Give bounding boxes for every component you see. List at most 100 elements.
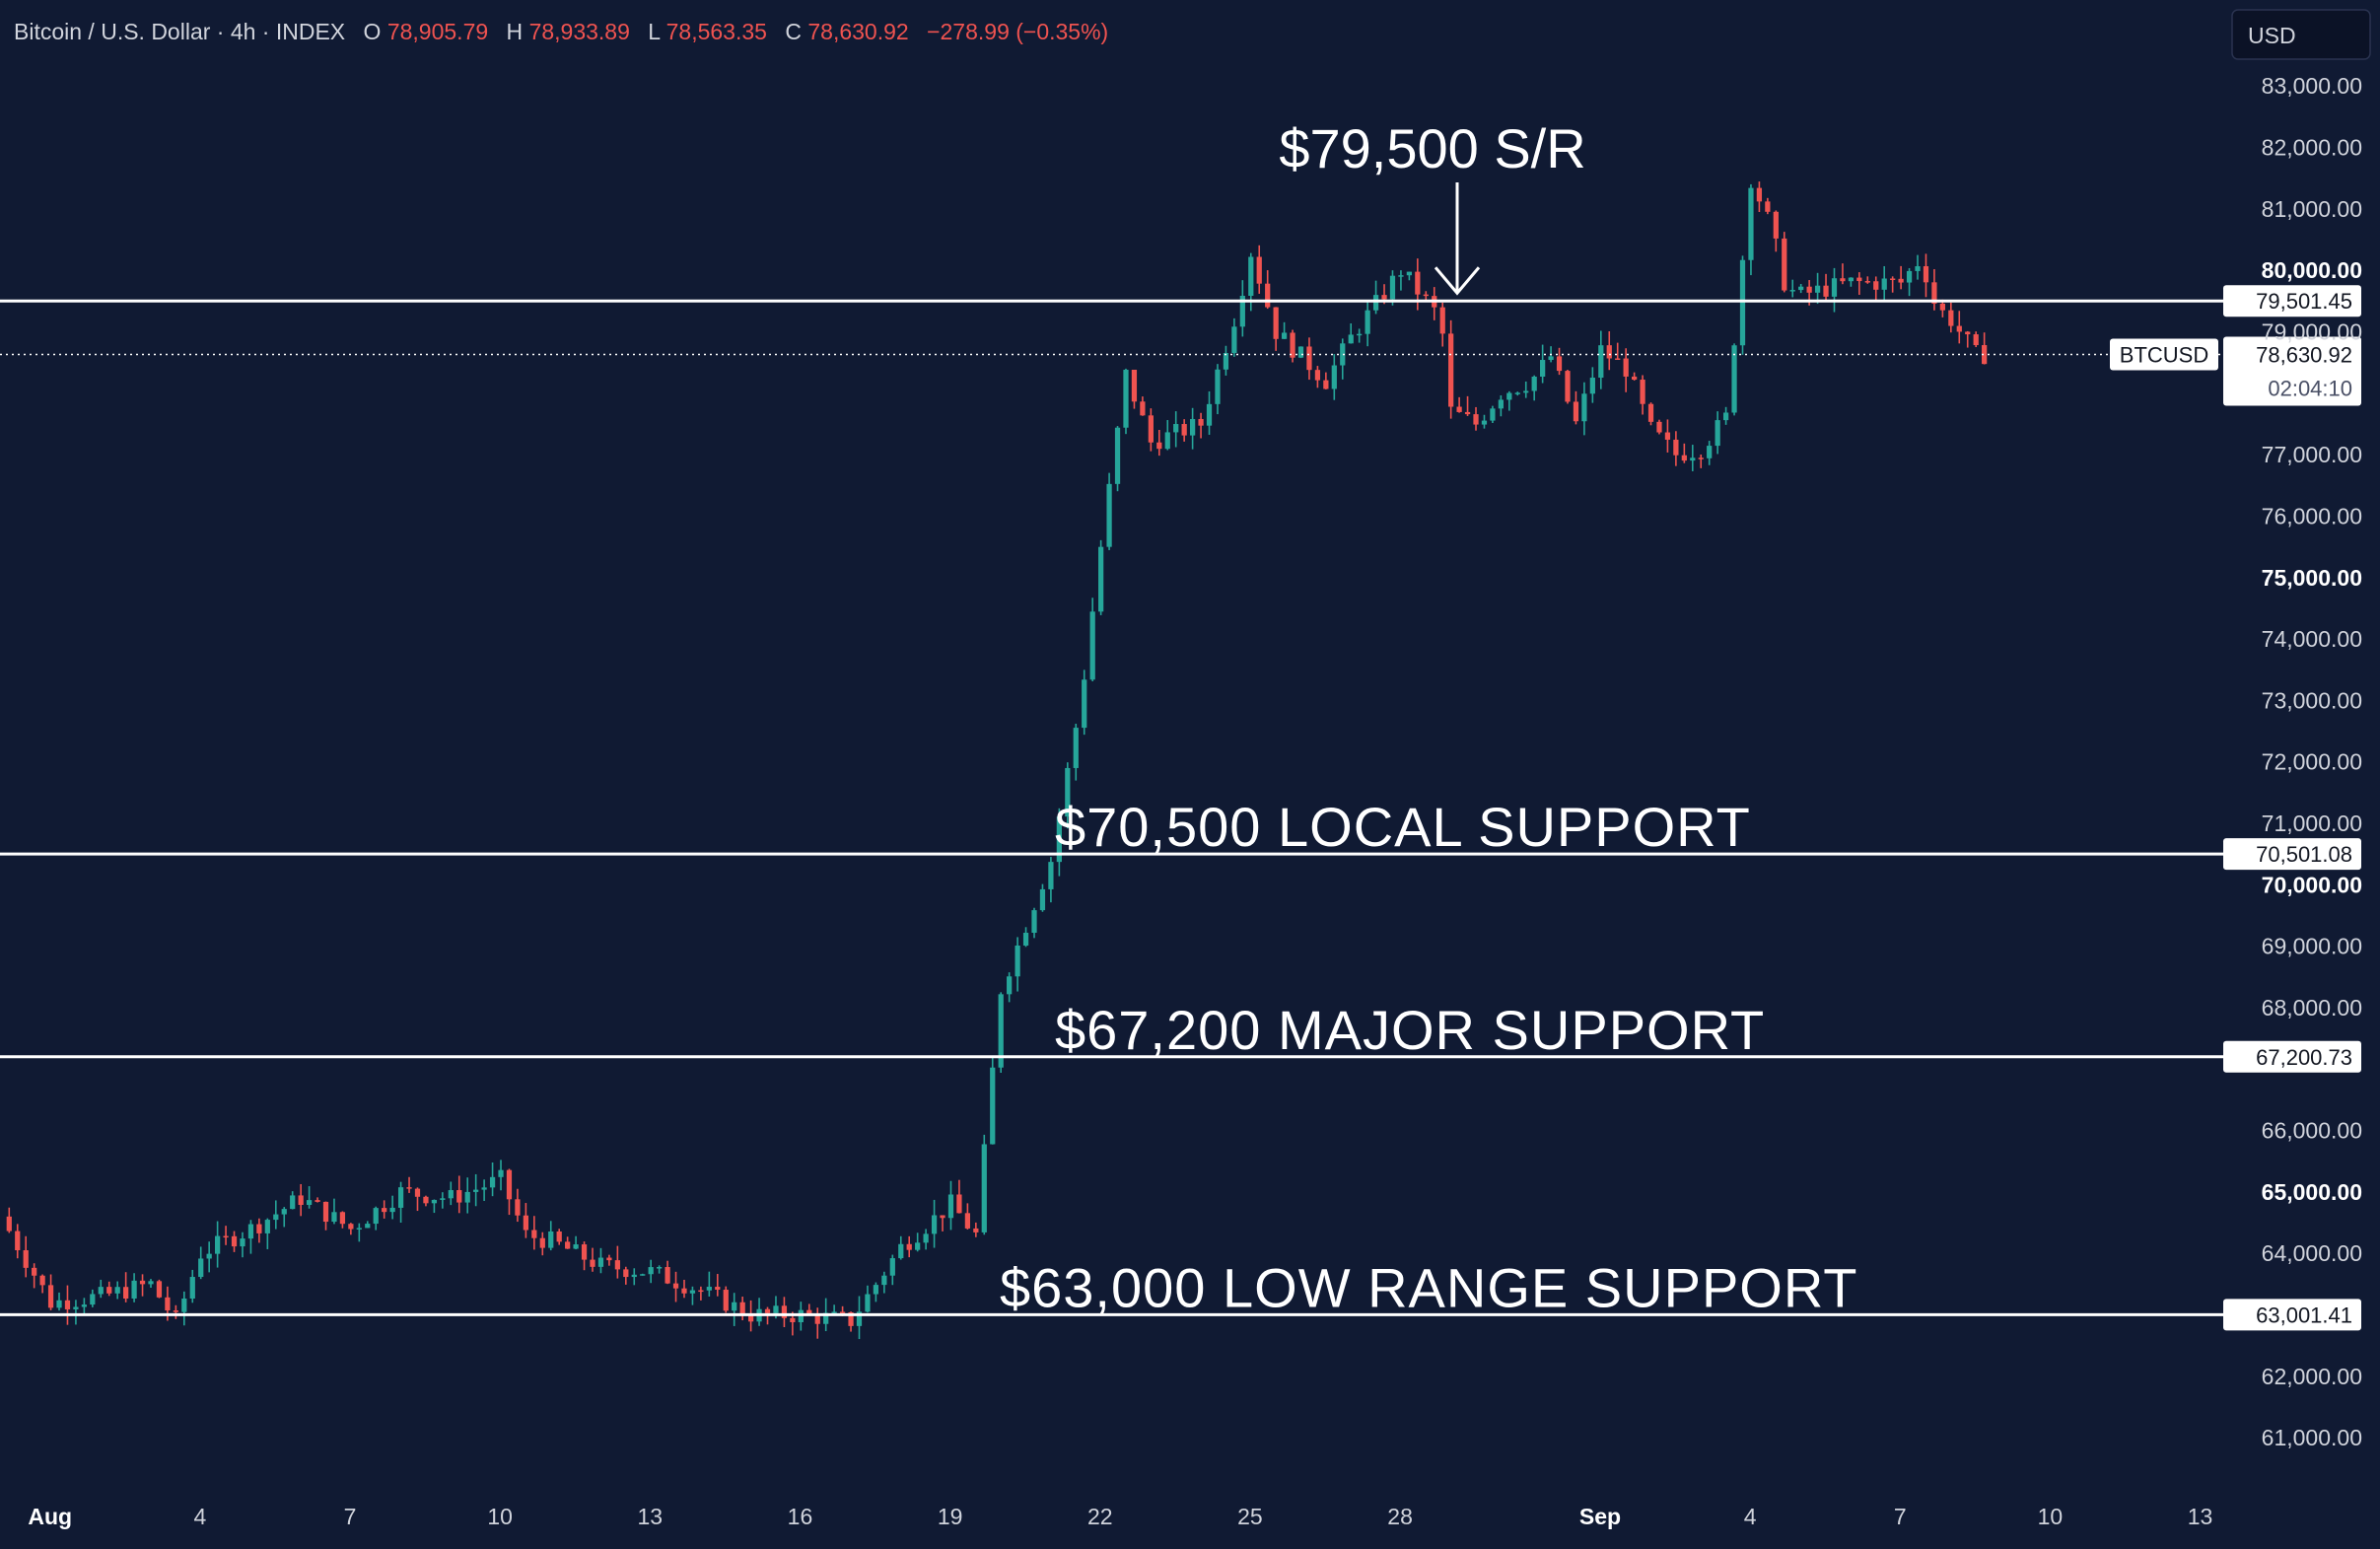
candle-body: [1856, 277, 1862, 282]
candle-body: [1540, 360, 1546, 377]
close-label: C: [785, 19, 802, 44]
candle-body: [215, 1235, 221, 1254]
candle-body: [1206, 403, 1213, 426]
candle-body: [64, 1300, 71, 1309]
candle-body: [1297, 346, 1304, 358]
candle-body: [1056, 816, 1062, 863]
x-tick-label: 13: [638, 1504, 664, 1529]
candle-body: [1290, 332, 1295, 358]
candle-body: [1748, 187, 1754, 260]
candle-body: [1965, 331, 1971, 335]
candle-body: [406, 1187, 412, 1189]
candle-body: [1448, 333, 1454, 407]
candle-body: [1173, 424, 1179, 433]
candle-body: [1022, 933, 1029, 946]
candle-body: [1923, 266, 1929, 283]
candle-body: [1314, 370, 1321, 381]
annotation-arrow-head: [1434, 266, 1481, 296]
candle-body: [123, 1287, 129, 1299]
candle-body: [1707, 446, 1713, 458]
candle-body: [1331, 365, 1337, 389]
header-legend: Bitcoin / U.S. Dollar · 4h · INDEX O 78,…: [14, 19, 1108, 44]
y-tick-label: 73,000.00: [2262, 687, 2362, 713]
candle-body: [1948, 310, 1954, 326]
candle-body: [315, 1200, 320, 1202]
candle-body: [715, 1287, 721, 1291]
candle-body: [39, 1275, 45, 1286]
candle-body: [32, 1267, 37, 1276]
candle-body: [322, 1201, 329, 1223]
candle-body: [947, 1194, 954, 1219]
candle-body: [956, 1194, 962, 1214]
candle-body: [498, 1169, 504, 1177]
candle-body: [1698, 458, 1704, 459]
candle-body: [773, 1305, 779, 1313]
last-price-tag: 78,630.92 02:04:10: [2223, 336, 2361, 406]
candle-body: [223, 1235, 229, 1238]
candle-body: [831, 1311, 837, 1313]
candle-body: [1873, 281, 1879, 290]
currency-button[interactable]: USD: [2231, 9, 2371, 60]
candle-body: [823, 1312, 829, 1324]
candle-body: [1798, 286, 1804, 291]
candle-body: [47, 1285, 54, 1308]
level-price-tag-box: [2223, 1299, 2361, 1331]
candle-body: [1156, 442, 1162, 450]
candle-body: [414, 1188, 421, 1197]
level-price-tag: 67,200.73: [2223, 1040, 2361, 1073]
candle-body: [247, 1224, 254, 1239]
x-tick-label: Sep: [1579, 1504, 1621, 1529]
candle-body: [790, 1317, 796, 1323]
y-tick-label: 79,000.00: [2262, 318, 2362, 344]
candle-body: [1048, 862, 1054, 889]
candle-body: [1623, 358, 1629, 377]
level-price-tag-box: [2223, 838, 2361, 871]
candle-body: [106, 1287, 112, 1294]
candle-body: [672, 1283, 679, 1289]
candle-body: [506, 1169, 513, 1200]
candle-body: [1248, 256, 1254, 297]
x-tick-label: 13: [2188, 1504, 2213, 1529]
candle-body: [382, 1208, 387, 1213]
y-tick-label: 70,000.00: [2262, 872, 2362, 897]
candle-body: [256, 1224, 262, 1233]
candle-body: [1681, 455, 1687, 461]
candle-body: [165, 1297, 171, 1311]
x-tick-label: 7: [344, 1504, 357, 1529]
candle-body: [747, 1314, 754, 1322]
candle-body: [1789, 290, 1795, 292]
candle-body: [1439, 307, 1445, 334]
candle-body: [515, 1199, 521, 1216]
level-price-tag-label: 63,001.41: [2256, 1303, 2352, 1327]
close-value: 78,630.92: [807, 19, 908, 44]
candle-body: [1823, 285, 1829, 297]
y-tick-label: 62,000.00: [2262, 1364, 2362, 1389]
candle-body: [640, 1274, 646, 1276]
candle-body: [1148, 415, 1154, 443]
y-tick-label: 83,000.00: [2262, 73, 2362, 99]
high-label: H: [507, 19, 524, 44]
candle-body: [657, 1267, 663, 1269]
x-tick-label: 7: [1894, 1504, 1907, 1529]
candle-body: [356, 1228, 362, 1230]
candle-body: [981, 1144, 987, 1232]
candle-body: [931, 1215, 938, 1234]
candle-body: [1756, 187, 1763, 202]
candle-body: [81, 1304, 87, 1307]
candle-body: [1481, 420, 1488, 425]
candle-body: [373, 1208, 379, 1225]
candle-body: [1806, 286, 1812, 293]
candle-body: [1506, 392, 1512, 400]
candle-body: [423, 1196, 429, 1204]
candle-body: [681, 1288, 687, 1294]
candle-body: [348, 1224, 354, 1230]
candle-body: [1565, 371, 1571, 402]
candle-body: [114, 1287, 120, 1294]
candle-body: [1265, 283, 1271, 308]
candle-body: [915, 1242, 921, 1250]
candle-body: [781, 1305, 788, 1318]
x-tick-label: 10: [2038, 1504, 2064, 1529]
level-price-tag-label: 79,501.45: [2256, 289, 2352, 314]
candle-body: [556, 1231, 562, 1242]
candle-body: [873, 1285, 879, 1295]
